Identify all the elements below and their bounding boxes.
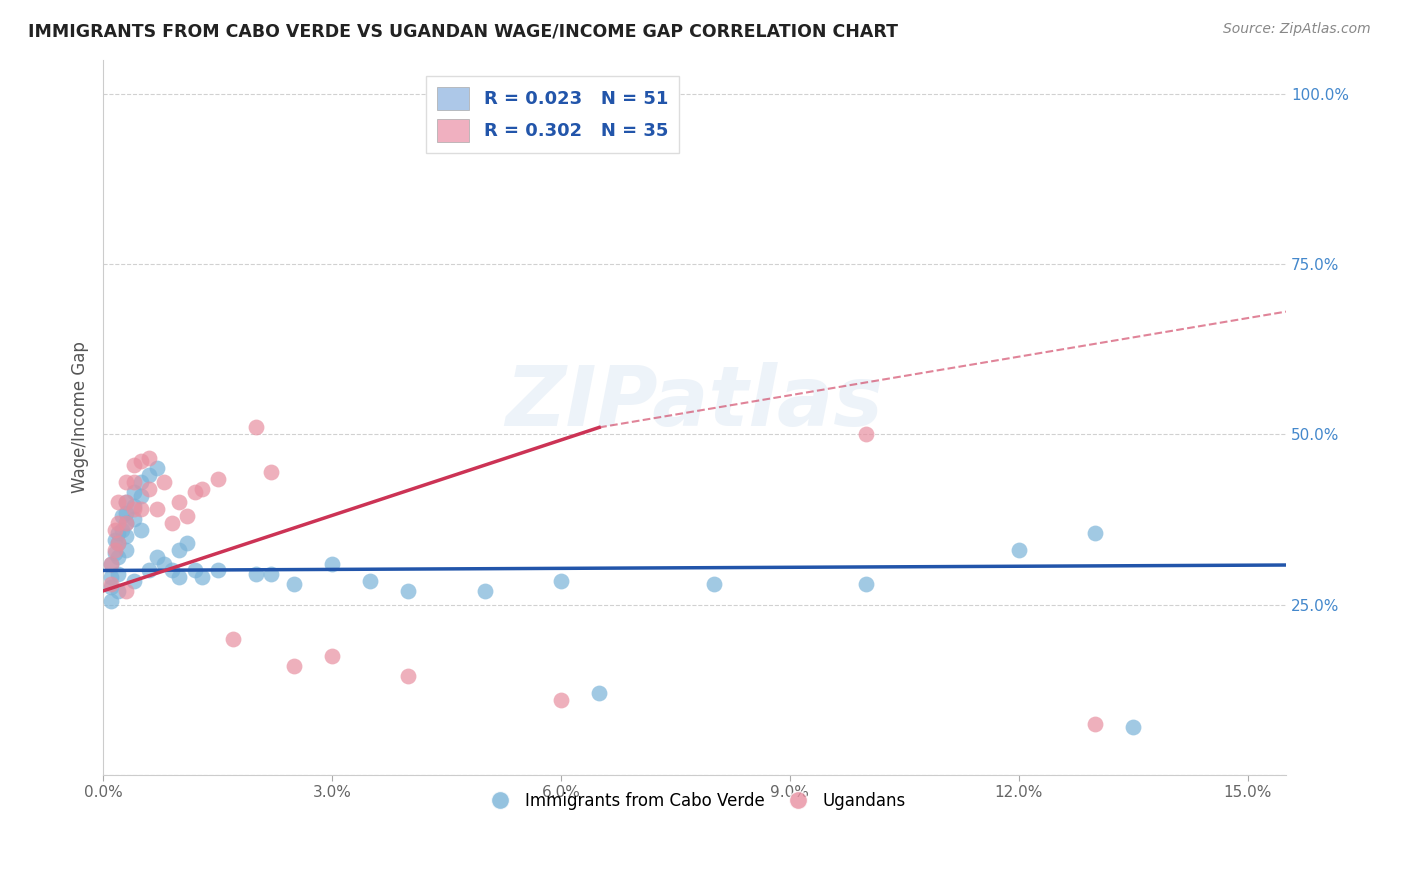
Point [100, 594, 122, 608]
Point [321, 557, 343, 571]
Point [107, 516, 129, 530]
Point [107, 566, 129, 581]
Point [138, 564, 160, 578]
Point [396, 583, 419, 598]
Point [153, 475, 176, 489]
Point [129, 454, 152, 468]
Point [145, 461, 167, 475]
Point [100, 557, 122, 571]
Point [111, 523, 134, 537]
Point [396, 669, 419, 683]
Point [107, 526, 129, 541]
Point [359, 574, 381, 588]
Point [138, 451, 160, 466]
Point [122, 502, 145, 516]
Point [122, 485, 145, 500]
Point [115, 529, 138, 543]
Point [1084, 526, 1107, 541]
Point [129, 502, 152, 516]
Point [260, 566, 283, 581]
Point [100, 557, 122, 571]
Point [138, 468, 160, 483]
Point [183, 564, 205, 578]
Point [260, 465, 283, 479]
Point [107, 536, 129, 550]
Y-axis label: Wage/Income Gap: Wage/Income Gap [72, 342, 89, 493]
Legend: Immigrants from Cabo Verde, Ugandans: Immigrants from Cabo Verde, Ugandans [477, 785, 912, 816]
Point [588, 686, 610, 700]
Point [207, 471, 229, 485]
Point [100, 570, 122, 584]
Point [107, 583, 129, 598]
Point [176, 536, 198, 550]
Point [550, 693, 572, 707]
Point [115, 475, 138, 489]
Point [107, 549, 129, 564]
Point [103, 533, 125, 547]
Point [1008, 543, 1031, 558]
Point [122, 458, 145, 472]
Point [115, 543, 138, 558]
Point [191, 482, 214, 496]
Point [153, 557, 176, 571]
Point [176, 508, 198, 523]
Text: Source: ZipAtlas.com: Source: ZipAtlas.com [1223, 22, 1371, 37]
Point [283, 658, 305, 673]
Point [1084, 716, 1107, 731]
Point [222, 632, 245, 646]
Point [100, 577, 122, 591]
Point [111, 508, 134, 523]
Point [245, 420, 267, 434]
Point [115, 495, 138, 509]
Point [122, 499, 145, 513]
Point [550, 574, 572, 588]
Point [129, 523, 152, 537]
Point [129, 475, 152, 489]
Point [855, 577, 877, 591]
Point [145, 502, 167, 516]
Point [115, 583, 138, 598]
Point [103, 523, 125, 537]
Point [107, 495, 129, 509]
Point [474, 583, 496, 598]
Point [283, 577, 305, 591]
Point [122, 475, 145, 489]
Point [160, 564, 183, 578]
Point [207, 564, 229, 578]
Text: IMMIGRANTS FROM CABO VERDE VS UGANDAN WAGE/INCOME GAP CORRELATION CHART: IMMIGRANTS FROM CABO VERDE VS UGANDAN WA… [28, 22, 898, 40]
Point [122, 574, 145, 588]
Point [115, 506, 138, 520]
Point [122, 512, 145, 526]
Point [169, 570, 191, 584]
Point [115, 516, 138, 530]
Point [245, 566, 267, 581]
Text: ZIPatlas: ZIPatlas [506, 362, 883, 443]
Point [100, 581, 122, 595]
Point [191, 570, 214, 584]
Point [855, 427, 877, 442]
Point [145, 549, 167, 564]
Point [115, 495, 138, 509]
Point [103, 543, 125, 558]
Point [169, 495, 191, 509]
Point [321, 648, 343, 663]
Point [129, 489, 152, 503]
Point [115, 516, 138, 530]
Point [1122, 720, 1144, 734]
Point [138, 482, 160, 496]
Point [183, 485, 205, 500]
Point [160, 516, 183, 530]
Point [703, 577, 725, 591]
Point [103, 546, 125, 560]
Point [169, 543, 191, 558]
Point [107, 536, 129, 550]
